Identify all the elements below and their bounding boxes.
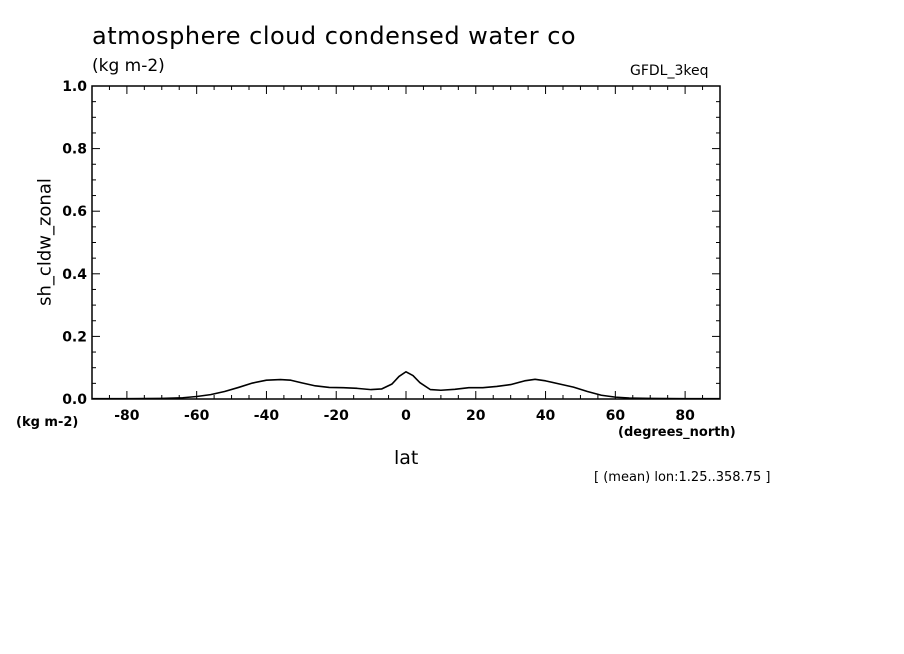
x-tick-label: 40 (536, 408, 556, 424)
y-tick-label: 0.0 (62, 392, 87, 408)
y-tick-label: 0.4 (62, 267, 87, 283)
y-tick-label: 0.6 (62, 204, 87, 220)
x-axis-units: (degrees_north) (618, 425, 736, 440)
y-tick-label: 1.0 (62, 79, 87, 95)
x-tick-label: 80 (675, 408, 695, 424)
y-tick-label: 0.8 (62, 142, 87, 158)
x-axis-label: lat (394, 447, 419, 469)
x-tick-label: 20 (466, 408, 486, 424)
series-line-sh-cldw-zonal (92, 370, 720, 400)
y-axis-units: (kg m-2) (16, 415, 79, 430)
chart-title: atmosphere cloud condensed water co (92, 22, 577, 50)
x-tick-label: -60 (184, 408, 210, 424)
averaging-note: [ (mean) lon:1.25..358.75 ] (594, 470, 771, 485)
y-tick-label: 0.2 (62, 329, 87, 345)
tick-labels: -80 -60 -40 -20 0 20 40 60 80 0.0 0.2 0.4 0.6 0.8 1.0 (62, 79, 695, 424)
model-label: GFDL_3keq (630, 63, 709, 79)
x-tick-label: -20 (324, 408, 350, 424)
plot-frame (91, 85, 721, 400)
chart-units: (kg m-2) (92, 56, 165, 76)
x-tick-label: -40 (254, 408, 280, 424)
x-tick-label: 0 (401, 408, 411, 424)
axis-ticks (91, 85, 721, 400)
y-axis-label: sh_cldw_zonal (34, 178, 56, 306)
x-tick-label: 60 (606, 408, 626, 424)
x-tick-label: -80 (114, 408, 140, 424)
